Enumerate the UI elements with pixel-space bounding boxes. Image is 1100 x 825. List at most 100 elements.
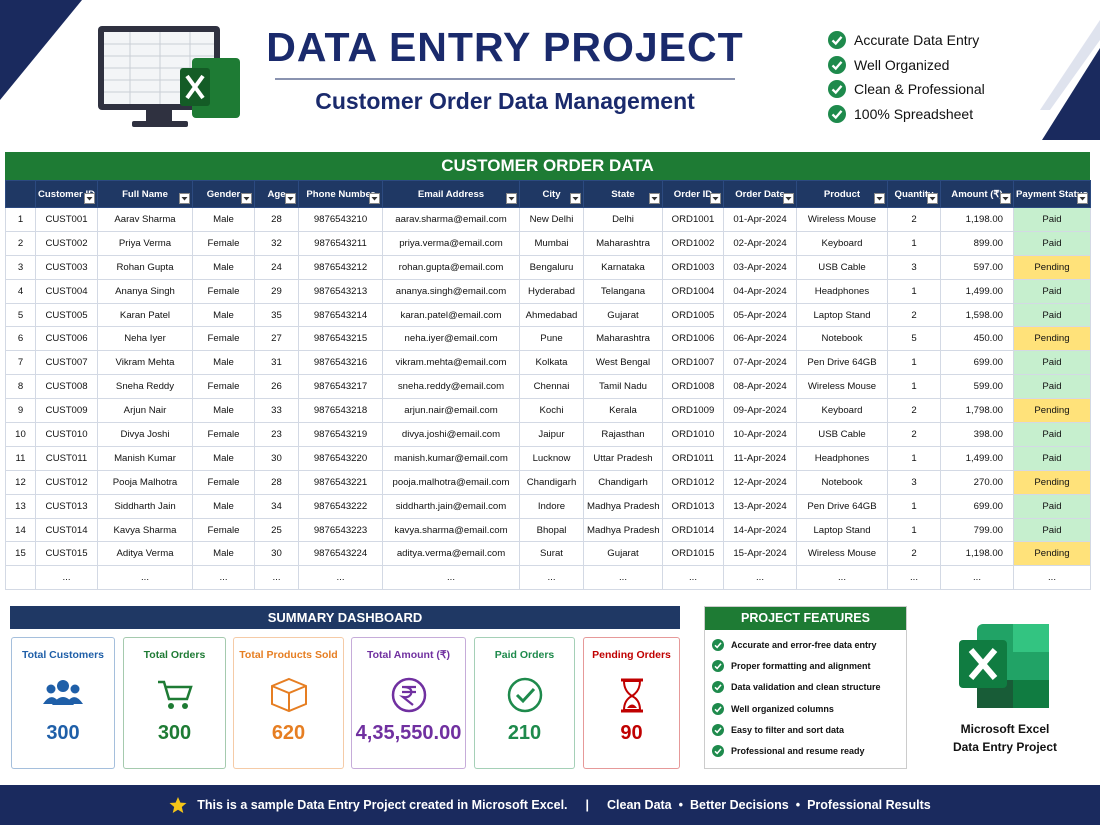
table-cell: 13-Apr-2024	[723, 493, 797, 519]
row-number: 5	[5, 302, 36, 328]
row-number: 13	[5, 493, 36, 519]
feature-item: Accurate Data Entry	[828, 28, 985, 53]
table-cell: 1	[887, 445, 941, 471]
ellipsis-cell: ...	[35, 565, 98, 591]
card-label: Total Customers	[21, 649, 105, 661]
table-cell: sneha.reddy@email.com	[382, 374, 520, 400]
filter-button[interactable]	[783, 193, 794, 204]
project-feature-text: Well organized columns	[731, 703, 834, 714]
table-cell: 05-Apr-2024	[723, 302, 797, 328]
table-cell: Pending	[1013, 326, 1091, 352]
table-cell: Kolkata	[519, 350, 584, 376]
check-icon	[712, 638, 724, 651]
table-cell: 9876543219	[298, 422, 383, 447]
check-icon	[712, 659, 724, 672]
table-cell: Siddharth Jain	[97, 493, 193, 519]
table-cell: Bhopal	[519, 517, 584, 543]
filter-arrow	[371, 197, 378, 201]
check-circle	[712, 723, 724, 736]
filter-button[interactable]	[570, 193, 581, 204]
check-mark	[714, 642, 722, 649]
feature-text: Accurate Data Entry	[854, 32, 980, 49]
table-cell: Paid	[1013, 374, 1091, 400]
table-cell: Paid	[1013, 493, 1091, 519]
table-cell: Maharashtra	[583, 326, 663, 352]
table-cell: Hyderabad	[519, 278, 584, 304]
filter-button[interactable]	[874, 193, 885, 204]
table-cell: Ananya Singh	[97, 278, 193, 304]
table-cell: 12-Apr-2024	[723, 469, 797, 495]
table-cell: siddharth.jain@email.com	[382, 493, 520, 519]
table-cell: Laptop Stand	[796, 517, 888, 543]
filter-button[interactable]	[1077, 193, 1088, 204]
filter-button[interactable]	[927, 193, 938, 204]
table-cell: Headphones	[796, 278, 888, 304]
filter-button[interactable]	[710, 193, 721, 204]
table-row: 14 CUST014 Kavya Sharma Female 25 9876543223 k…	[5, 517, 1091, 543]
table-cell: Madhya Pradesh	[583, 517, 663, 543]
table-cell: Pending	[1013, 469, 1091, 495]
ellipsis-cell: ...	[254, 565, 299, 591]
filter-button[interactable]	[369, 193, 380, 204]
table-cell: 1,598.00	[940, 302, 1014, 328]
check-mark	[714, 684, 722, 691]
table-cell: 9876543224	[298, 541, 383, 567]
table-row: 8 CUST008 Sneha Reddy Female 26 9876543217 sne…	[5, 374, 1091, 400]
table-cell: Paid	[1013, 278, 1091, 304]
ellipsis-cell: ...	[887, 565, 941, 591]
row-number: 8	[5, 374, 36, 400]
filter-arrow	[929, 197, 936, 201]
column-header-text: Amount (₹)	[951, 188, 1003, 200]
table-cell: CUST002	[35, 230, 98, 256]
table-cell: Rohan Gupta	[97, 254, 193, 280]
filter-button[interactable]	[285, 193, 296, 204]
card-label: Total Amount (₹)	[366, 649, 451, 661]
table-cell: 32	[254, 230, 299, 256]
project-feature-item: Easy to filter and sort data	[705, 719, 906, 740]
table-cell: Manish Kumar	[97, 445, 193, 471]
table-cell: 1	[887, 374, 941, 400]
table-cell: Male	[192, 350, 255, 376]
check-circle	[828, 105, 846, 124]
table-cell: CUST010	[35, 422, 98, 447]
check-circle	[712, 681, 724, 694]
table-cell: 1,499.00	[940, 278, 1014, 304]
filter-button[interactable]	[179, 193, 190, 204]
table-cell: 9876543221	[298, 469, 383, 495]
table-cell: New Delhi	[519, 207, 584, 232]
table-cell: Pooja Malhotra	[97, 469, 193, 495]
table-cell: ORD1010	[662, 422, 724, 447]
footer: This is a sample Data Entry Project crea…	[0, 785, 1100, 825]
filter-button[interactable]	[506, 193, 517, 204]
table-cell: ORD1013	[662, 493, 724, 519]
table-cell: USB Cable	[796, 254, 888, 280]
table-cell: Female	[192, 374, 255, 400]
check-icon	[712, 681, 724, 694]
filter-arrow	[181, 197, 188, 201]
footer-note: This is a sample Data Entry Project crea…	[197, 798, 568, 812]
column-header: Payment Status	[1013, 180, 1091, 208]
table-cell: Indore	[519, 493, 584, 519]
filter-button[interactable]	[84, 193, 95, 204]
table-cell: Paid	[1013, 517, 1091, 543]
table-cell: Male	[192, 302, 255, 328]
table-cell: Pending	[1013, 254, 1091, 280]
table-cell: Uttar Pradesh	[583, 445, 663, 471]
summary-card: Total Amount (₹) 4,35,550.00	[351, 637, 466, 769]
header-features: Accurate Data Entry Well Organized Clean &…	[828, 28, 985, 126]
project-feature-text: Accurate and error-free data entry	[731, 639, 877, 650]
filter-button[interactable]	[241, 193, 252, 204]
table-cell: 1	[887, 517, 941, 543]
filter-button[interactable]	[1000, 193, 1011, 204]
column-header: State	[583, 180, 663, 208]
table-cell: 02-Apr-2024	[723, 230, 797, 256]
check-circle	[828, 55, 846, 74]
table-cell: 33	[254, 398, 299, 424]
table-cell: Paid	[1013, 422, 1091, 447]
card-value: 300	[46, 722, 80, 744]
filter-button[interactable]	[649, 193, 660, 204]
table-cell: 2	[887, 541, 941, 567]
table-cell: ORD1002	[662, 230, 724, 256]
feature-item: Well Organized	[828, 53, 985, 78]
table-cell: 9876543216	[298, 350, 383, 376]
